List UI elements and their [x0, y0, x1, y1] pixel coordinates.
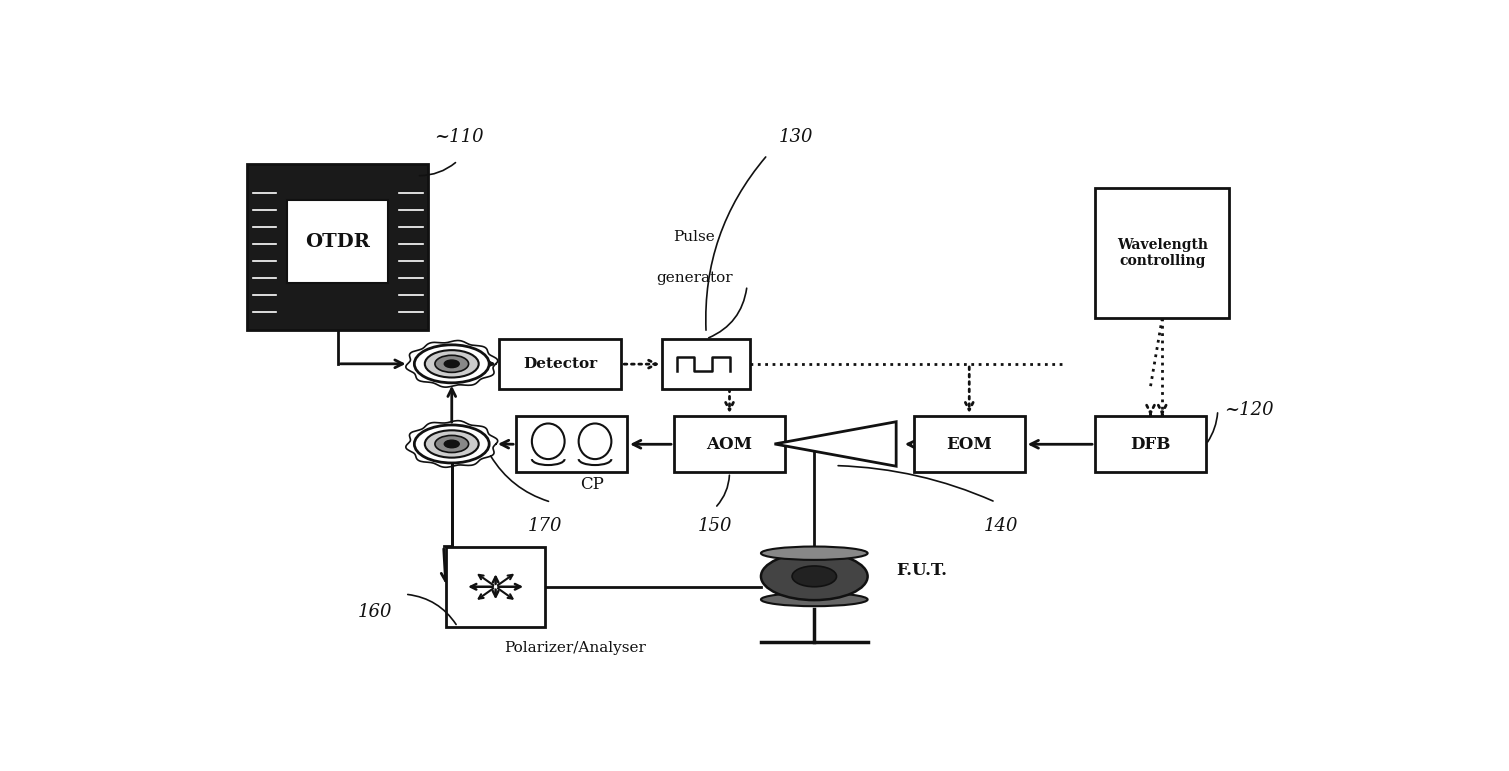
Circle shape [426, 430, 478, 458]
Bar [498, 339, 622, 389]
Ellipse shape [531, 423, 564, 459]
Text: 150: 150 [697, 517, 732, 535]
Text: Detector: Detector [524, 357, 598, 371]
Circle shape [435, 436, 469, 453]
Text: 140: 140 [984, 517, 1019, 535]
Text: Pulse: Pulse [673, 230, 715, 244]
Bar [447, 547, 545, 627]
Text: AOM: AOM [706, 436, 753, 453]
Text: DFB: DFB [1130, 436, 1171, 453]
Text: F.U.T.: F.U.T. [896, 562, 948, 579]
Text: 170: 170 [528, 517, 563, 535]
Bar [247, 163, 429, 330]
Text: EOM: EOM [946, 436, 991, 453]
Circle shape [444, 440, 459, 448]
Circle shape [426, 350, 478, 378]
Ellipse shape [761, 593, 868, 606]
Ellipse shape [761, 553, 868, 600]
Ellipse shape [792, 566, 836, 587]
Circle shape [415, 425, 489, 463]
Bar [1096, 416, 1206, 473]
Ellipse shape [761, 547, 868, 560]
Text: 130: 130 [779, 128, 813, 146]
Ellipse shape [578, 423, 611, 459]
Bar [675, 416, 785, 473]
Bar [287, 200, 388, 284]
Text: CP: CP [581, 476, 604, 493]
Text: OTDR: OTDR [305, 233, 370, 251]
Text: 160: 160 [358, 603, 392, 621]
Circle shape [435, 355, 469, 372]
Bar [662, 339, 750, 389]
Bar [1096, 187, 1230, 318]
Bar [516, 416, 628, 473]
Bar [914, 416, 1025, 473]
Text: ~120: ~120 [1224, 401, 1274, 419]
Text: generator: generator [656, 271, 733, 285]
Circle shape [444, 360, 459, 368]
Circle shape [415, 345, 489, 383]
Text: Wavelength
controlling: Wavelength controlling [1117, 237, 1207, 268]
Text: ~110: ~110 [435, 128, 484, 146]
Text: Polarizer/Analyser: Polarizer/Analyser [504, 641, 646, 655]
Polygon shape [774, 422, 896, 466]
